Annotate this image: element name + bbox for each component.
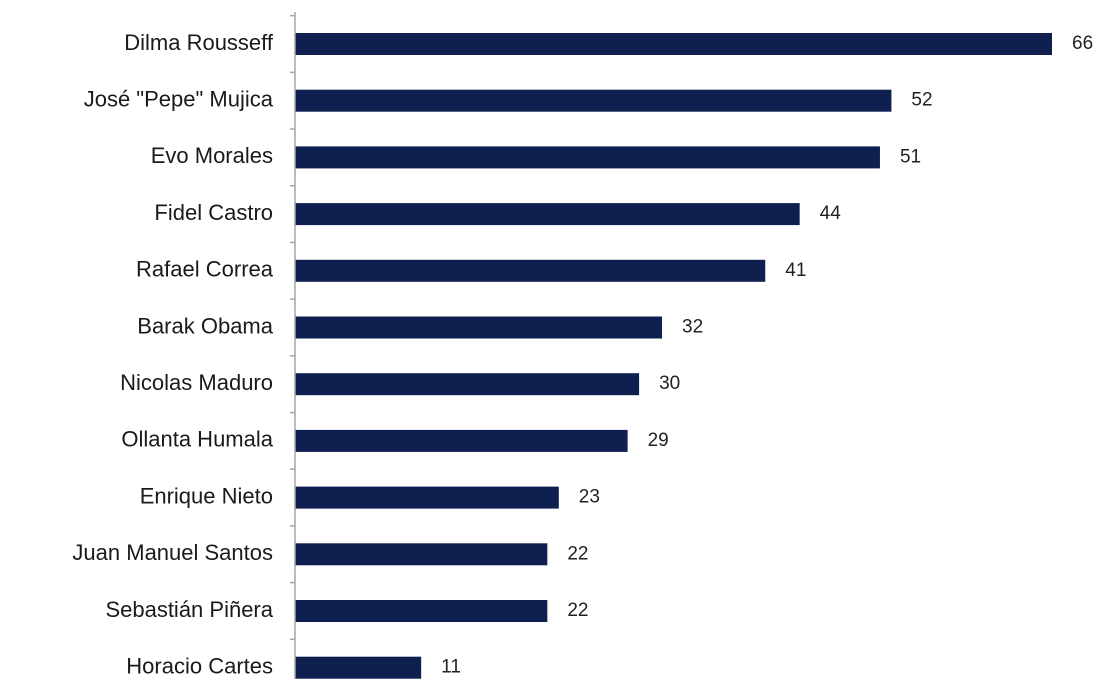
category-label: Juan Manuel Santos [72,540,273,565]
category-label: Evo Morales [151,143,273,168]
bar [295,656,422,679]
bar [295,429,628,452]
category-label: Rafael Correa [136,257,274,282]
bar [295,33,1052,55]
data-label: 30 [659,373,680,394]
bar [295,600,548,622]
data-label: 44 [820,203,842,224]
bars-layer [295,33,1052,679]
labels-layer: Dilma Rousseff 66 José "Pepe" Mujica 52 Evo … [72,30,1093,679]
category-label: Nicolas Maduro [120,370,273,395]
bar [295,259,766,282]
bar [295,486,559,509]
bar [295,316,663,339]
category-label: Horacio Cartes [126,654,273,679]
data-label: 41 [785,260,806,281]
bar [295,543,548,566]
category-label: Sebastián Piñera [105,597,273,622]
bar [295,89,892,112]
bar [295,203,800,226]
data-label: 51 [900,146,921,167]
data-label: 52 [911,90,932,111]
data-label: 22 [567,600,588,621]
category-label: José "Pepe" Mujica [84,87,274,112]
axis-layer [290,12,296,679]
data-label: 22 [567,543,588,564]
category-label: Barak Obama [137,313,273,338]
data-label: 66 [1072,33,1093,54]
category-label: Dilma Rousseff [124,30,274,55]
category-label: Enrique Nieto [140,483,273,508]
data-label: 29 [648,430,669,451]
bar [295,373,640,396]
data-label: 32 [682,317,703,338]
data-label: 23 [579,487,600,508]
category-label: Fidel Castro [154,200,273,225]
category-label: Ollanta Humala [121,427,273,452]
bar [295,146,880,169]
data-label: 11 [441,657,461,678]
